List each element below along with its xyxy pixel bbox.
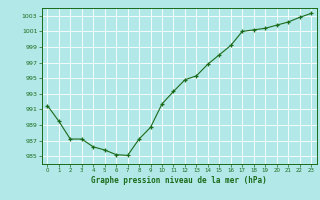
X-axis label: Graphe pression niveau de la mer (hPa): Graphe pression niveau de la mer (hPa) bbox=[91, 176, 267, 185]
